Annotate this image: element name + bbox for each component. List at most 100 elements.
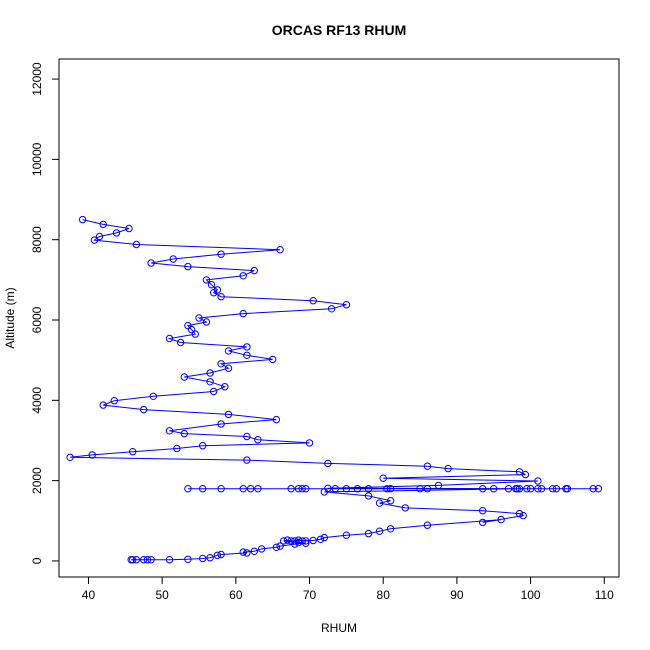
x-tick-label: 60 <box>229 588 243 602</box>
data-point <box>180 373 189 381</box>
data-point <box>199 442 207 450</box>
data-point <box>364 485 373 493</box>
data-point <box>364 529 373 538</box>
data-point <box>169 255 177 263</box>
y-tick-label: 10000 <box>30 142 44 176</box>
data-point <box>239 272 247 280</box>
data-point <box>294 538 303 547</box>
data-point <box>534 485 542 493</box>
data-point <box>243 351 251 359</box>
x-tick-label: 80 <box>377 588 391 602</box>
data-point <box>239 485 247 493</box>
data-point <box>206 369 214 377</box>
data-point <box>309 297 317 305</box>
x-tick-label: 90 <box>450 588 464 602</box>
data-point <box>140 405 148 414</box>
data-point <box>88 451 96 459</box>
data-point <box>342 531 351 539</box>
data-point <box>298 485 306 493</box>
x-tick-label: 110 <box>595 588 614 602</box>
data-point <box>250 547 259 555</box>
data-point <box>165 427 174 435</box>
data-point <box>180 429 189 438</box>
x-tick-label: 70 <box>303 588 317 602</box>
data-point <box>280 537 288 545</box>
data-point <box>217 550 225 559</box>
data-point <box>224 410 233 419</box>
data-point <box>386 485 395 493</box>
data-point <box>147 259 155 267</box>
data-point <box>287 485 295 493</box>
data-point <box>127 556 135 564</box>
data-point <box>294 536 303 544</box>
data-point <box>184 321 192 330</box>
data-point <box>386 497 395 505</box>
data-point <box>243 456 251 464</box>
data-point <box>294 485 303 493</box>
data-point <box>243 343 251 351</box>
y-tick-label: 8000 <box>30 226 44 253</box>
data-point <box>521 470 530 479</box>
x-tick-label: 40 <box>82 588 96 602</box>
data-point <box>250 266 259 275</box>
data-point <box>589 485 597 493</box>
data-point <box>519 511 527 520</box>
data-point <box>515 509 524 518</box>
y-tick-label: 12000 <box>30 62 44 96</box>
data-point <box>291 540 299 548</box>
data-point <box>302 485 310 493</box>
data-point <box>95 232 104 241</box>
data-point <box>213 551 222 559</box>
data-point <box>479 507 487 515</box>
data-point <box>375 527 384 535</box>
data-point <box>552 485 561 493</box>
data-point <box>217 420 225 428</box>
data-point <box>504 485 513 493</box>
data-point <box>320 533 328 542</box>
data-point <box>221 383 229 391</box>
data-point <box>309 536 317 545</box>
data-point <box>129 448 137 456</box>
data-point <box>305 439 314 447</box>
y-tick-label: 0 <box>30 557 44 564</box>
data-point <box>90 236 99 244</box>
data-point <box>191 330 200 338</box>
data-point <box>66 453 74 461</box>
data-point <box>112 229 121 237</box>
data-point <box>386 525 395 533</box>
data-point <box>324 459 332 468</box>
data-point <box>125 224 133 233</box>
data-point <box>549 485 557 493</box>
y-axis-label: Altitude (m) <box>3 287 17 348</box>
series-layer <box>66 215 603 564</box>
y-tick-label: 6000 <box>30 306 44 333</box>
data-point <box>149 392 158 400</box>
data-point <box>537 485 546 493</box>
data-point <box>184 485 192 493</box>
data-point <box>187 325 196 334</box>
data-point <box>199 485 207 493</box>
data-point <box>195 314 203 322</box>
data-point <box>490 485 498 493</box>
x-axis-label: RHUM <box>321 621 357 635</box>
data-point <box>217 360 225 368</box>
data-point <box>132 240 141 249</box>
data-point <box>176 338 185 347</box>
data-point <box>562 485 570 493</box>
y-tick-label: 4000 <box>30 387 44 414</box>
data-point <box>246 485 255 493</box>
data-point <box>202 318 211 326</box>
x-tick-label: 100 <box>521 588 541 602</box>
data-point <box>342 301 351 309</box>
data-point <box>206 554 214 562</box>
data-point <box>140 556 148 564</box>
data-point <box>184 555 192 563</box>
data-point <box>207 281 216 289</box>
data-point <box>434 481 443 490</box>
data-point <box>534 477 542 485</box>
data-point <box>316 535 325 543</box>
data-point <box>320 488 328 496</box>
data-point <box>379 474 387 482</box>
data-point <box>342 485 351 493</box>
data-point <box>224 347 233 355</box>
